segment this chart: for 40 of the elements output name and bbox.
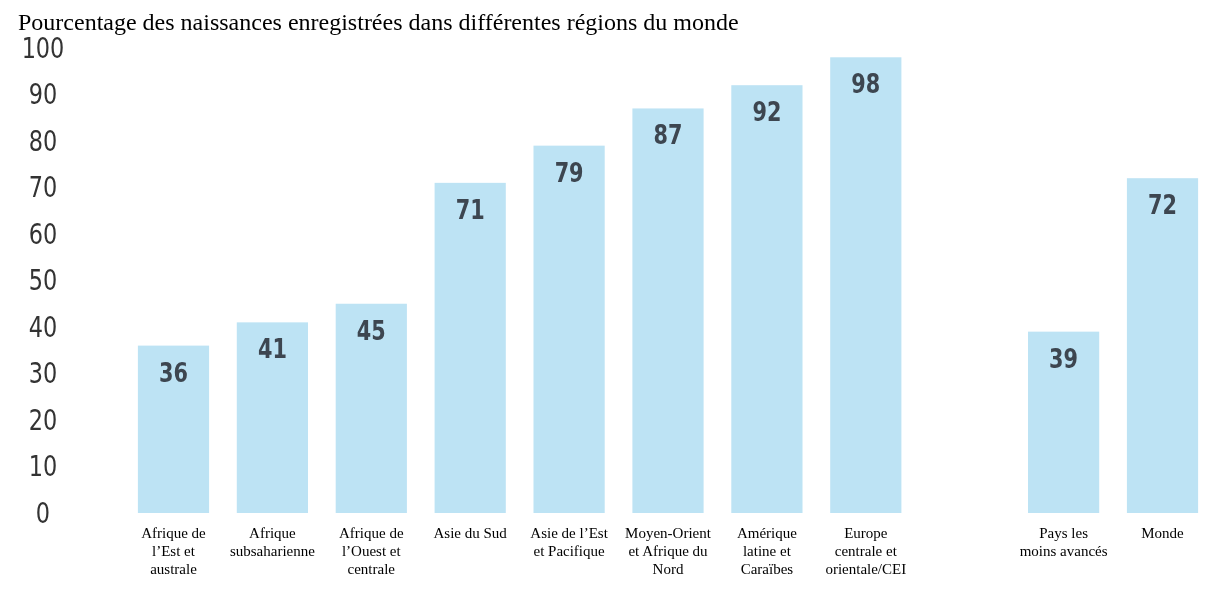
x-tick-label: Asie du Sud: [433, 525, 508, 541]
bar: [731, 85, 803, 513]
y-tick-label: 70: [28, 170, 58, 204]
x-tick-label: Asie de l’Est et Pacifique: [530, 525, 609, 559]
data-label: 45: [356, 315, 386, 347]
data-label: 36: [159, 357, 188, 389]
data-label: 98: [851, 69, 881, 100]
bar: [236, 322, 308, 513]
x-tick-label: Afrique subsaharienne: [229, 525, 316, 559]
y-tick-label: 10: [28, 449, 58, 483]
bar: [533, 145, 605, 513]
x-tick-label: Monde: [1141, 525, 1185, 541]
bar: [137, 345, 210, 513]
x-tick-label: Europe centrale et orientale/CEI: [825, 525, 907, 577]
y-tick-label: 90: [28, 77, 58, 111]
bar: [1028, 331, 1100, 513]
y-tick-label: 80: [28, 124, 58, 158]
y-tick-label: 40: [28, 310, 58, 344]
data-label: 79: [554, 157, 584, 189]
data-label: 87: [653, 120, 683, 152]
bar: [335, 303, 407, 513]
x-tick-label: Afrique de l’Est et australe: [141, 525, 207, 577]
data-label: 72: [1148, 189, 1177, 221]
y-tick-label: 30: [28, 356, 58, 390]
bar: [830, 57, 902, 513]
y-tick-label: 0: [35, 496, 51, 530]
data-label: 39: [1049, 343, 1079, 375]
data-label: 41: [257, 334, 287, 365]
data-label: 71: [455, 194, 485, 226]
x-tick-label: Afrique de l’Ouest et centrale: [339, 525, 404, 577]
bar: [632, 108, 704, 513]
y-tick-label: 60: [28, 217, 58, 251]
y-tick-label: 20: [28, 403, 58, 437]
x-tick-label: Amérique latine et Caraïbes: [736, 525, 798, 577]
bar: [434, 182, 506, 513]
x-tick-label: Moyen-Orient et Afrique du Nord: [625, 525, 712, 577]
data-label: 92: [752, 96, 782, 128]
y-tick-label: 50: [28, 263, 58, 297]
x-tick-label: Pays les moins avancés: [1019, 525, 1108, 559]
bar: [1126, 178, 1199, 513]
